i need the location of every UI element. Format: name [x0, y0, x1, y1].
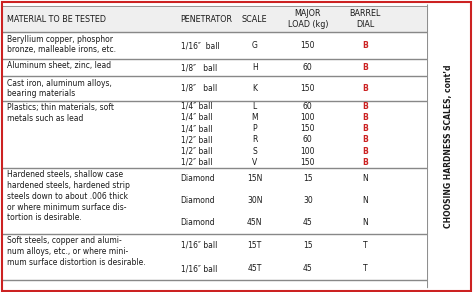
Text: 1/8″   ball: 1/8″ ball — [181, 84, 217, 93]
Text: 1/2″ ball: 1/2″ ball — [181, 147, 212, 156]
Text: Hardened steels, shallow case
hardened steels, hardened strip
steels down to abo: Hardened steels, shallow case hardened s… — [8, 170, 130, 222]
Text: 150: 150 — [301, 158, 315, 167]
Text: 60: 60 — [303, 63, 313, 72]
Text: 60: 60 — [303, 102, 313, 111]
Text: B: B — [362, 41, 368, 50]
Text: 15T: 15T — [247, 241, 262, 250]
Text: 1/8″   ball: 1/8″ ball — [181, 63, 217, 72]
Text: 1/16″ ball: 1/16″ ball — [181, 241, 217, 250]
Text: B: B — [362, 102, 368, 111]
Text: L: L — [253, 102, 257, 111]
Text: 45: 45 — [303, 218, 313, 227]
Text: 1/4″ ball: 1/4″ ball — [181, 102, 212, 111]
Text: N: N — [362, 174, 368, 183]
Text: 60: 60 — [303, 135, 313, 144]
Text: BARREL
DIAL: BARREL DIAL — [349, 9, 381, 29]
Text: 1/2″ ball: 1/2″ ball — [181, 158, 212, 167]
Text: S: S — [253, 147, 257, 156]
Text: 45: 45 — [303, 264, 313, 273]
Text: B: B — [362, 84, 368, 93]
Text: 30N: 30N — [247, 197, 263, 205]
Text: B: B — [362, 113, 368, 122]
Text: T: T — [363, 264, 367, 273]
Text: 1/2″ ball: 1/2″ ball — [181, 135, 212, 144]
Text: MAJOR
LOAD (kg): MAJOR LOAD (kg) — [288, 9, 328, 29]
Text: 150: 150 — [301, 84, 315, 93]
Text: R: R — [252, 135, 257, 144]
Text: 15: 15 — [303, 241, 313, 250]
Text: 150: 150 — [301, 124, 315, 133]
Text: Diamond: Diamond — [181, 218, 215, 227]
Text: B: B — [362, 158, 368, 167]
Text: Plastics; thin materials, soft
metals such as lead: Plastics; thin materials, soft metals su… — [8, 103, 114, 123]
Text: 1/4″ ball: 1/4″ ball — [181, 113, 212, 122]
Text: 100: 100 — [301, 147, 315, 156]
Text: Beryllium copper, phosphor
bronze, malleable irons, etc.: Beryllium copper, phosphor bronze, malle… — [8, 35, 117, 54]
Text: B: B — [362, 124, 368, 133]
Text: MATERIAL TO BE TESTED: MATERIAL TO BE TESTED — [8, 15, 107, 24]
Text: 1/16″  ball: 1/16″ ball — [181, 41, 219, 50]
Text: 30: 30 — [303, 197, 313, 205]
Text: Diamond: Diamond — [181, 174, 215, 183]
Text: V: V — [252, 158, 257, 167]
Text: 45N: 45N — [247, 218, 263, 227]
Text: 150: 150 — [301, 41, 315, 50]
Text: SCALE: SCALE — [242, 15, 268, 24]
Text: 15N: 15N — [247, 174, 263, 183]
Text: H: H — [252, 63, 258, 72]
Text: B: B — [362, 63, 368, 72]
Text: B: B — [362, 147, 368, 156]
Text: G: G — [252, 41, 258, 50]
Text: 1/16″ ball: 1/16″ ball — [181, 264, 217, 273]
Text: PENETRATOR: PENETRATOR — [181, 15, 233, 24]
Text: N: N — [362, 197, 368, 205]
Text: CHOOSING HARDNESS SCALES, cont’d: CHOOSING HARDNESS SCALES, cont’d — [444, 64, 453, 228]
Text: M: M — [252, 113, 258, 122]
Text: N: N — [362, 218, 368, 227]
Text: T: T — [363, 241, 367, 250]
Text: Cast iron, aluminum alloys,
bearing materials: Cast iron, aluminum alloys, bearing mate… — [8, 79, 112, 98]
Text: 100: 100 — [301, 113, 315, 122]
Text: Soft steels, copper and alumi-
num alloys, etc., or where mini-
mum surface dist: Soft steels, copper and alumi- num alloy… — [8, 236, 146, 267]
Text: 45T: 45T — [247, 264, 262, 273]
Text: 15: 15 — [303, 174, 313, 183]
Text: P: P — [253, 124, 257, 133]
Text: B: B — [362, 135, 368, 144]
Text: Aluminum sheet, zinc, lead: Aluminum sheet, zinc, lead — [8, 61, 111, 70]
Text: 1/4″ ball: 1/4″ ball — [181, 124, 212, 133]
Text: Diamond: Diamond — [181, 197, 215, 205]
Text: K: K — [252, 84, 257, 93]
